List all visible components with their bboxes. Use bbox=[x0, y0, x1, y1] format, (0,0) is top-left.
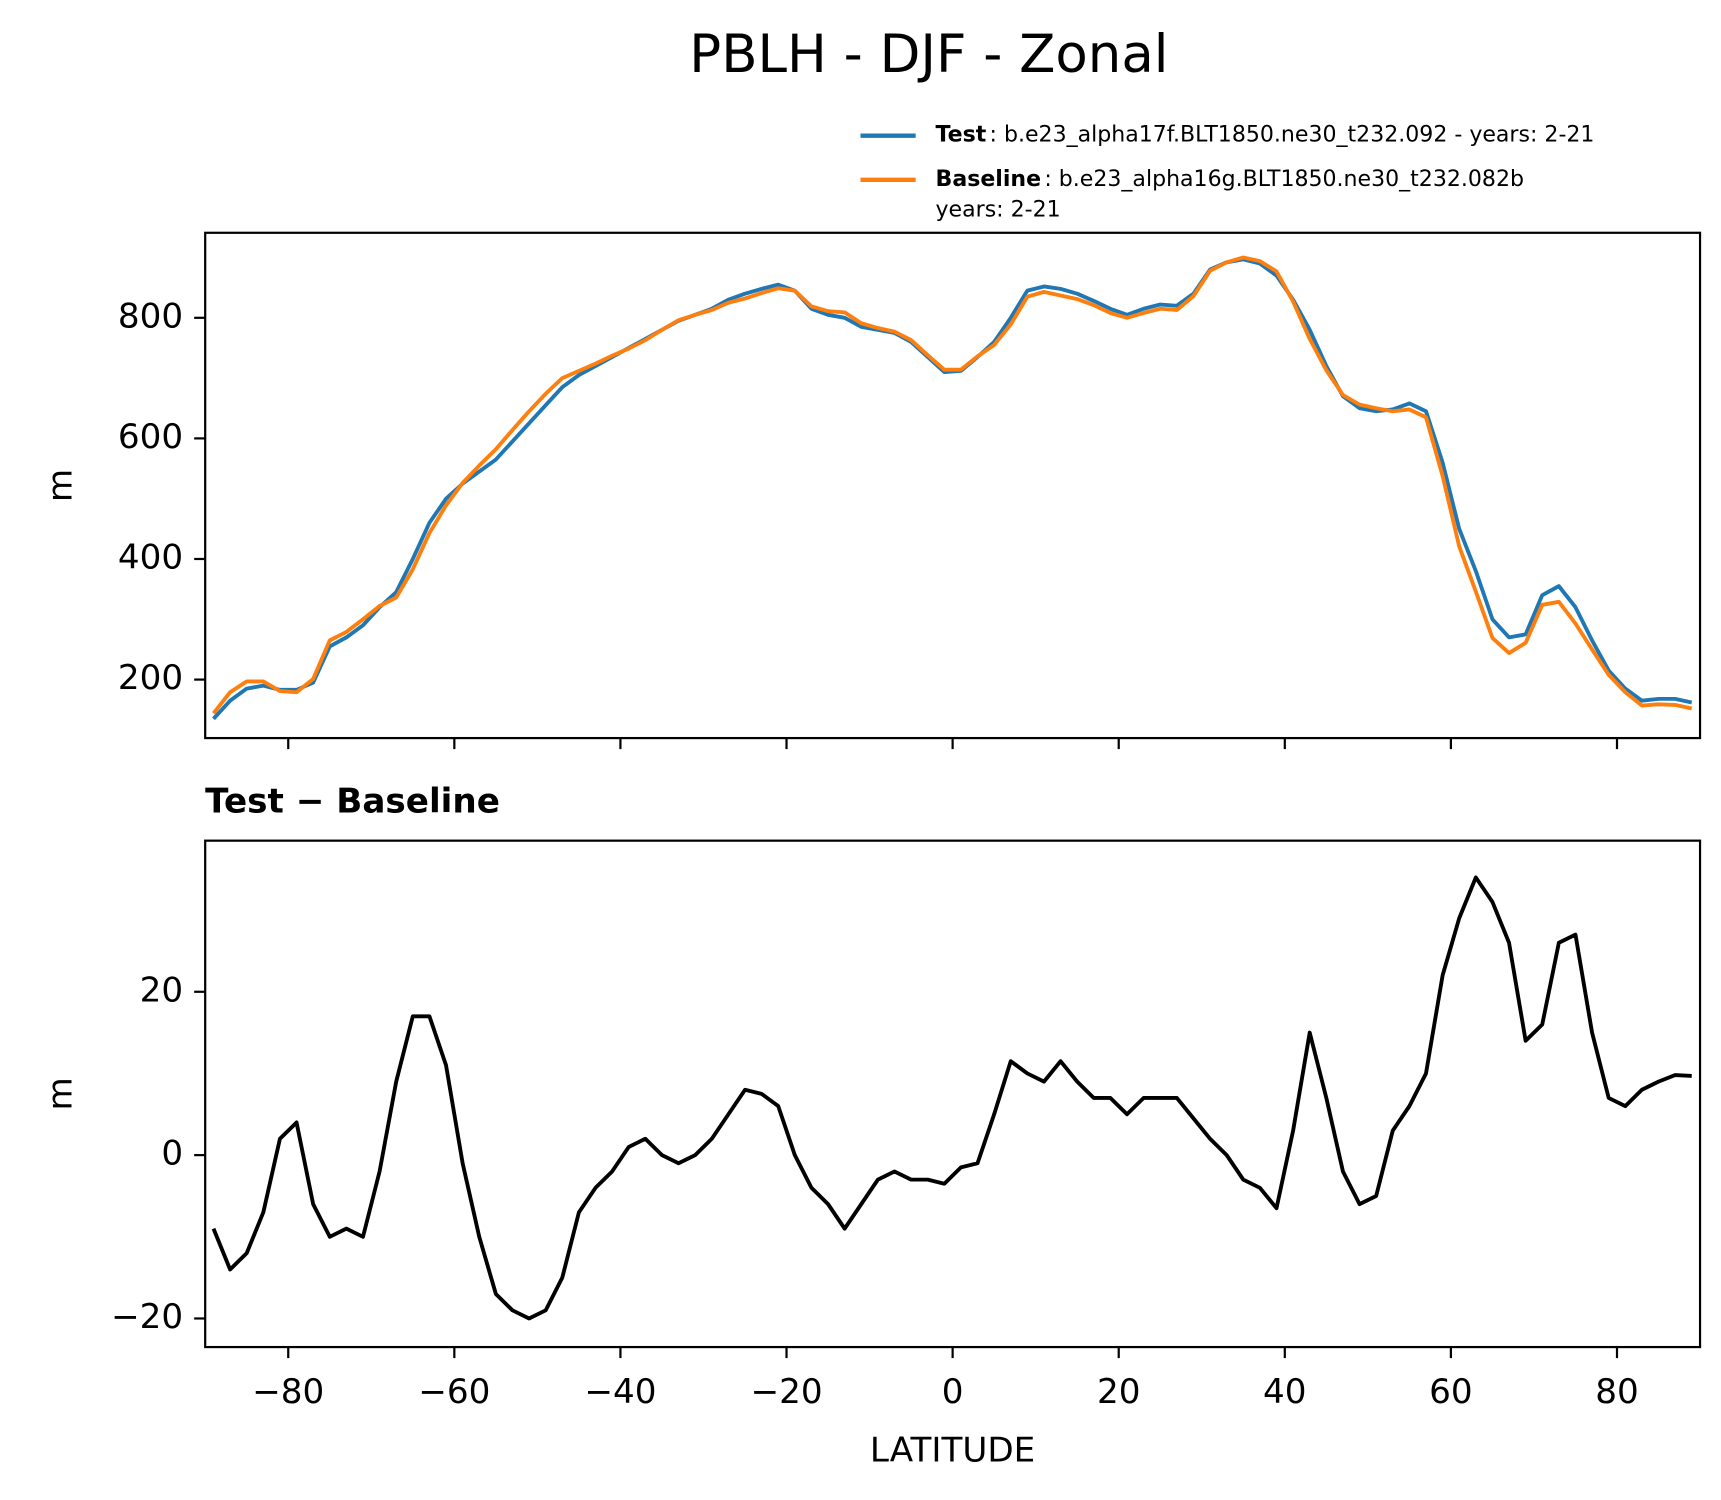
x-tick-label: −60 bbox=[418, 1372, 490, 1412]
x-tick-label: −40 bbox=[584, 1372, 656, 1412]
x-tick-label: 40 bbox=[1263, 1372, 1307, 1412]
y-tick-label: 800 bbox=[118, 296, 183, 336]
legend-description: years: 2-21 bbox=[936, 198, 1061, 223]
x-tick-label: 0 bbox=[942, 1372, 964, 1412]
axes-frame bbox=[204, 231, 1702, 740]
y-tick-label: 20 bbox=[140, 970, 184, 1010]
subplot-title: Test − Baseline bbox=[205, 782, 500, 822]
legend-description: : b.e23_alpha16g.BLT1850.ne30_t232.082b bbox=[1044, 167, 1524, 192]
x-tick-label: 80 bbox=[1595, 1372, 1639, 1412]
y-tick-label: 600 bbox=[118, 417, 183, 457]
data-line bbox=[211, 875, 1692, 1321]
y-tick-label: 200 bbox=[118, 658, 183, 698]
data-line bbox=[212, 257, 1693, 721]
legend-description: : b.e23_alpha17f.BLT1850.ne30_t232.092 -… bbox=[990, 123, 1595, 148]
y-axis-label: m bbox=[40, 1077, 80, 1110]
chart-title: PBLH - DJF - Zonal bbox=[689, 24, 1168, 85]
x-axis-label: LATITUDE bbox=[870, 1430, 1035, 1470]
x-tick-label: −20 bbox=[750, 1372, 822, 1412]
x-tick-label: 20 bbox=[1097, 1372, 1141, 1412]
x-tick-label: −80 bbox=[252, 1372, 324, 1412]
legend-name: Baseline bbox=[936, 167, 1042, 192]
y-tick-label: −20 bbox=[111, 1297, 183, 1337]
axes-frame bbox=[204, 839, 1702, 1349]
data-line bbox=[211, 255, 1693, 715]
y-tick-label: 0 bbox=[161, 1134, 183, 1174]
y-tick-label: 400 bbox=[118, 537, 183, 577]
legend-name: Test bbox=[936, 123, 987, 148]
x-tick-label: 60 bbox=[1429, 1372, 1473, 1412]
y-axis-label: m bbox=[40, 469, 80, 502]
